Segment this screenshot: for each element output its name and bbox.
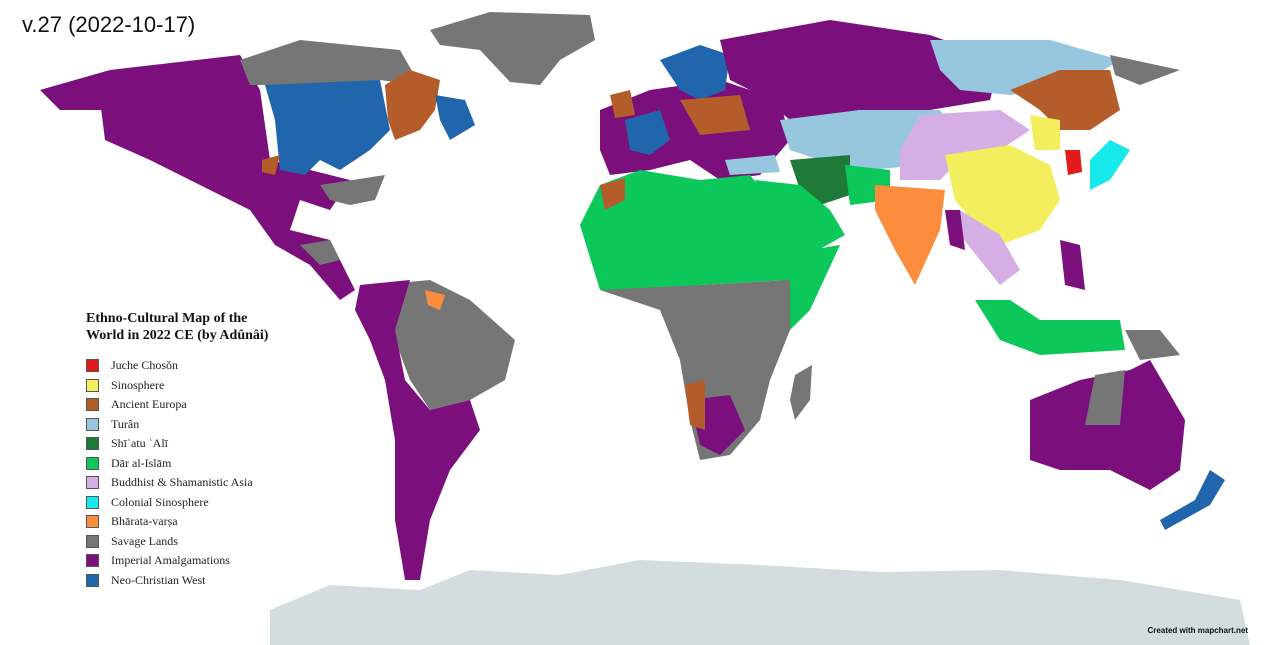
legend-label: Colonial Sinosphere <box>111 494 209 509</box>
region-central-america <box>300 240 340 265</box>
region-india <box>875 185 945 285</box>
region-australia-interior <box>1085 370 1125 425</box>
version-label: v.27 (2022-10-17) <box>22 12 196 37</box>
legend-swatch <box>86 515 99 529</box>
region-philippines <box>1060 240 1085 290</box>
legend-title-line1: Ethno-Cultural Map of the <box>86 311 248 326</box>
legend-label: Turân <box>111 416 140 431</box>
legend-swatch <box>86 573 99 587</box>
region-greenland <box>430 12 595 85</box>
region-russia <box>720 20 1000 120</box>
region-antarctica <box>270 560 1250 645</box>
region-se-us <box>320 175 385 205</box>
legend-swatch <box>86 417 99 431</box>
legend-swatch <box>86 534 99 548</box>
region-atlantic-canada <box>435 95 475 140</box>
legend-swatch <box>86 359 99 373</box>
legend-label: Neo-Christian West <box>111 572 206 587</box>
region-arabia <box>755 180 845 260</box>
legend-swatch <box>86 476 99 490</box>
credit-text: Created with mapchart.net <box>1147 626 1248 635</box>
legend-item: Imperial Amalgamations <box>86 551 268 571</box>
region-south-america-imperial <box>355 280 480 580</box>
legend-label: Bhārata-varṣa <box>111 514 178 529</box>
region-japan <box>1090 140 1130 190</box>
region-chukotka <box>1110 55 1180 85</box>
legend-swatch <box>86 398 99 412</box>
legend-label: Buddhist & Shamanistic Asia <box>111 475 253 490</box>
legend-swatch <box>86 437 99 451</box>
region-central-africa <box>600 280 790 460</box>
region-morocco <box>600 178 625 210</box>
legend-swatch <box>86 456 99 470</box>
region-north-america <box>100 55 355 300</box>
map-legend: Ethno-Cultural Map of the World in 2022 … <box>86 310 268 590</box>
region-korea <box>1065 150 1082 175</box>
legend-label: Dār al-Islām <box>111 455 172 470</box>
region-north-africa <box>580 170 800 290</box>
region-east-africa <box>775 245 840 330</box>
region-new-guinea <box>1125 330 1180 360</box>
region-myanmar <box>945 210 965 250</box>
region-uk <box>610 90 635 118</box>
legend-item: Neo-Christian West <box>86 571 268 591</box>
legend-label: Sinosphere <box>111 377 165 392</box>
region-canada-central <box>265 80 390 175</box>
legend-item: Savage Lands <box>86 532 268 552</box>
region-manchuria <box>1030 115 1060 150</box>
legend-item: Dār al-Islām <box>86 454 268 474</box>
legend-item: Buddhist & Shamanistic Asia <box>86 473 268 493</box>
region-alaska <box>40 70 110 110</box>
region-indonesia <box>975 300 1125 355</box>
legend-title-line2: World in 2022 CE (by Adûnâi) <box>86 328 269 343</box>
region-sw-us <box>262 155 280 175</box>
legend-label: Ancient Europa <box>111 397 187 412</box>
legend-item: Colonial Sinosphere <box>86 493 268 513</box>
region-anatolia <box>725 155 780 175</box>
region-new-zealand <box>1160 470 1225 530</box>
region-namibia <box>685 380 705 430</box>
region-madagascar <box>790 365 812 420</box>
legend-label: Juche Chosŏn <box>111 358 178 373</box>
legend-item: Turân <box>86 415 268 435</box>
legend-swatch <box>86 495 99 509</box>
legend-item: Shīʿatu ʿAlī <box>86 434 268 454</box>
region-far-east <box>1010 70 1120 130</box>
region-southeast-asia <box>960 210 1020 285</box>
legend-label: Savage Lands <box>111 533 178 548</box>
legend-swatch <box>86 378 99 392</box>
region-western-europe <box>625 110 670 155</box>
region-quebec <box>385 70 440 140</box>
legend-item: Bhārata-varṣa <box>86 512 268 532</box>
legend-item: Sinosphere <box>86 376 268 396</box>
region-central-europe <box>680 95 750 135</box>
legend-item: Ancient Europa <box>86 395 268 415</box>
region-canada-north <box>240 40 420 85</box>
region-south-america-savage <box>375 280 515 410</box>
legend-swatch <box>86 554 99 568</box>
legend-title: Ethno-Cultural Map of the World in 2022 … <box>86 310 268 344</box>
region-guiana <box>425 290 445 310</box>
legend-label: Shīʿatu ʿAlī <box>111 436 168 451</box>
region-mongolia-tibet <box>900 110 1030 180</box>
region-scandinavia <box>660 45 730 100</box>
legend-item: Juche Chosŏn <box>86 356 268 376</box>
legend-label: Imperial Amalgamations <box>111 553 230 568</box>
